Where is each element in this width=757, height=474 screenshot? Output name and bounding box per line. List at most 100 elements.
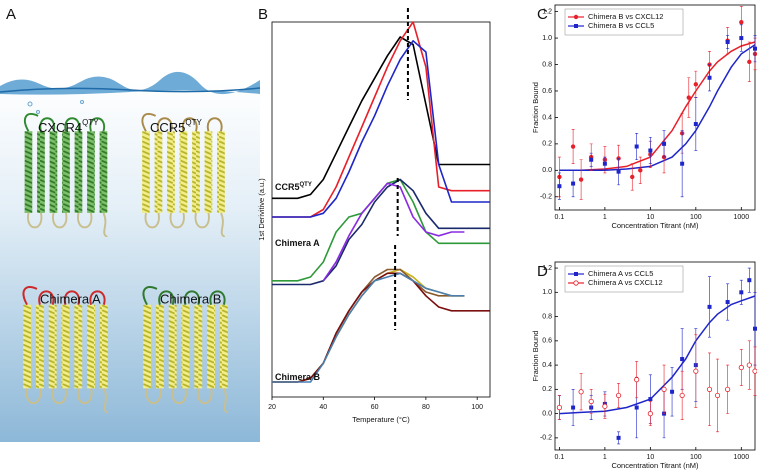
x-tick-label: 20: [268, 404, 276, 411]
legend-marker: [574, 272, 578, 276]
x-tick-label: 1000: [734, 454, 750, 461]
data-point: [588, 398, 594, 405]
y-axis-title: Fraction Bound: [531, 82, 540, 133]
bubble: [80, 100, 84, 104]
x-tick-label: 10: [646, 454, 654, 461]
y-tick-label: 1.0: [542, 289, 552, 296]
x-tick-label: 1: [603, 454, 607, 461]
data-point: [725, 386, 731, 392]
y-tick-label: 0.2: [542, 386, 552, 393]
y-axis-title: Fraction Bound: [531, 331, 540, 382]
legend-label: Chimera B vs CXCL12: [588, 12, 663, 21]
x-axis-title: Temperature (°C): [352, 415, 410, 424]
y-tick-label: 1.2: [542, 8, 552, 15]
group-label-superscript: QTY: [300, 182, 312, 188]
x-tick-label: 1000: [734, 214, 750, 221]
panel-label: C: [537, 6, 548, 23]
y-tick-label: -0.2: [540, 435, 552, 442]
panel-label: A: [6, 6, 16, 23]
fit-curve: [559, 295, 756, 415]
protein-label: Chimera A: [40, 291, 101, 306]
x-tick-label: 0.1: [555, 454, 565, 461]
data-point: [739, 36, 744, 41]
data-point: [670, 389, 675, 394]
x-tick-label: 40: [319, 404, 327, 411]
protein-label: CXCR4QTY: [38, 118, 99, 135]
curve: [272, 272, 490, 383]
legend-label: Chimera A vs CCL5: [588, 269, 653, 278]
y-tick-label: -0.2: [540, 194, 552, 201]
data-point: [680, 161, 685, 166]
data-point: [752, 368, 757, 374]
data-point: [714, 392, 721, 399]
curve: [272, 40, 490, 218]
data-point: [578, 389, 584, 395]
data-point: [686, 95, 691, 100]
data-point: [725, 40, 730, 45]
group-label: CCR5QTY: [275, 182, 312, 193]
group-label-text: CCR5: [275, 182, 300, 192]
data-point: [616, 169, 621, 174]
data-point: [578, 177, 584, 182]
data-point: [634, 144, 639, 149]
y-axis-title: 1st Derivitive (a.u.): [257, 178, 266, 241]
y-tick-label: 0.8: [542, 61, 552, 68]
legend-frame: [564, 8, 684, 36]
legend-frame: [564, 265, 684, 293]
data-point: [634, 405, 639, 410]
curve: [272, 36, 490, 200]
data-point: [738, 364, 744, 371]
data-point: [707, 75, 712, 80]
data-point: [693, 368, 699, 374]
data-point: [747, 278, 752, 283]
y-tick-label: 0.6: [542, 338, 552, 345]
protein-superscript: QTY: [185, 118, 202, 127]
data-point: [602, 403, 608, 409]
group-label-text: Chimera B: [275, 372, 321, 382]
x-axis-title: Concentration Titrant (nM): [611, 461, 699, 470]
y-tick-label: 1.2: [542, 265, 552, 272]
protein-label: CCR5QTY: [150, 118, 203, 135]
data-point: [602, 161, 607, 166]
legend-marker: [573, 14, 579, 20]
y-tick-label: 0.8: [542, 313, 552, 320]
data-point: [616, 435, 621, 440]
data-point: [747, 59, 752, 65]
data-point: [647, 411, 653, 417]
y-tick-label: 0.4: [542, 114, 552, 121]
data-point: [630, 174, 635, 180]
data-point: [570, 144, 576, 149]
data-point: [556, 404, 563, 411]
x-tick-label: 10: [646, 214, 654, 221]
legend-label: Chimera B vs CCL5: [588, 21, 654, 30]
data-point: [753, 326, 757, 331]
data-point: [557, 184, 562, 189]
y-tick-label: 0.4: [542, 362, 552, 369]
data-point: [739, 290, 744, 295]
x-tick-label: 0.1: [555, 214, 565, 221]
protein-label: Chimera B: [160, 291, 221, 306]
x-axis-title: Concentration Titrant (nM): [611, 221, 699, 230]
fit-curve: [559, 44, 756, 172]
curve: [272, 21, 490, 218]
data-point: [693, 122, 698, 127]
protein-superscript: QTY: [82, 118, 99, 127]
x-tick-label: 60: [371, 404, 379, 411]
x-tick-label: 100: [690, 454, 702, 461]
protein-name: CCR5: [150, 120, 185, 135]
curve: [272, 272, 465, 383]
data-point: [648, 148, 653, 153]
data-point: [753, 46, 757, 51]
water-line: [0, 87, 261, 93]
data-point: [661, 386, 667, 392]
data-point: [571, 181, 576, 186]
data-point: [615, 392, 622, 399]
data-point: [589, 157, 594, 162]
x-tick-label: 100: [471, 404, 483, 411]
curve: [322, 182, 465, 282]
data-point: [679, 392, 685, 399]
fit-curve: [559, 41, 756, 172]
data-point: [638, 168, 643, 173]
legend-marker: [574, 24, 578, 28]
plot-frame: [271, 21, 491, 398]
